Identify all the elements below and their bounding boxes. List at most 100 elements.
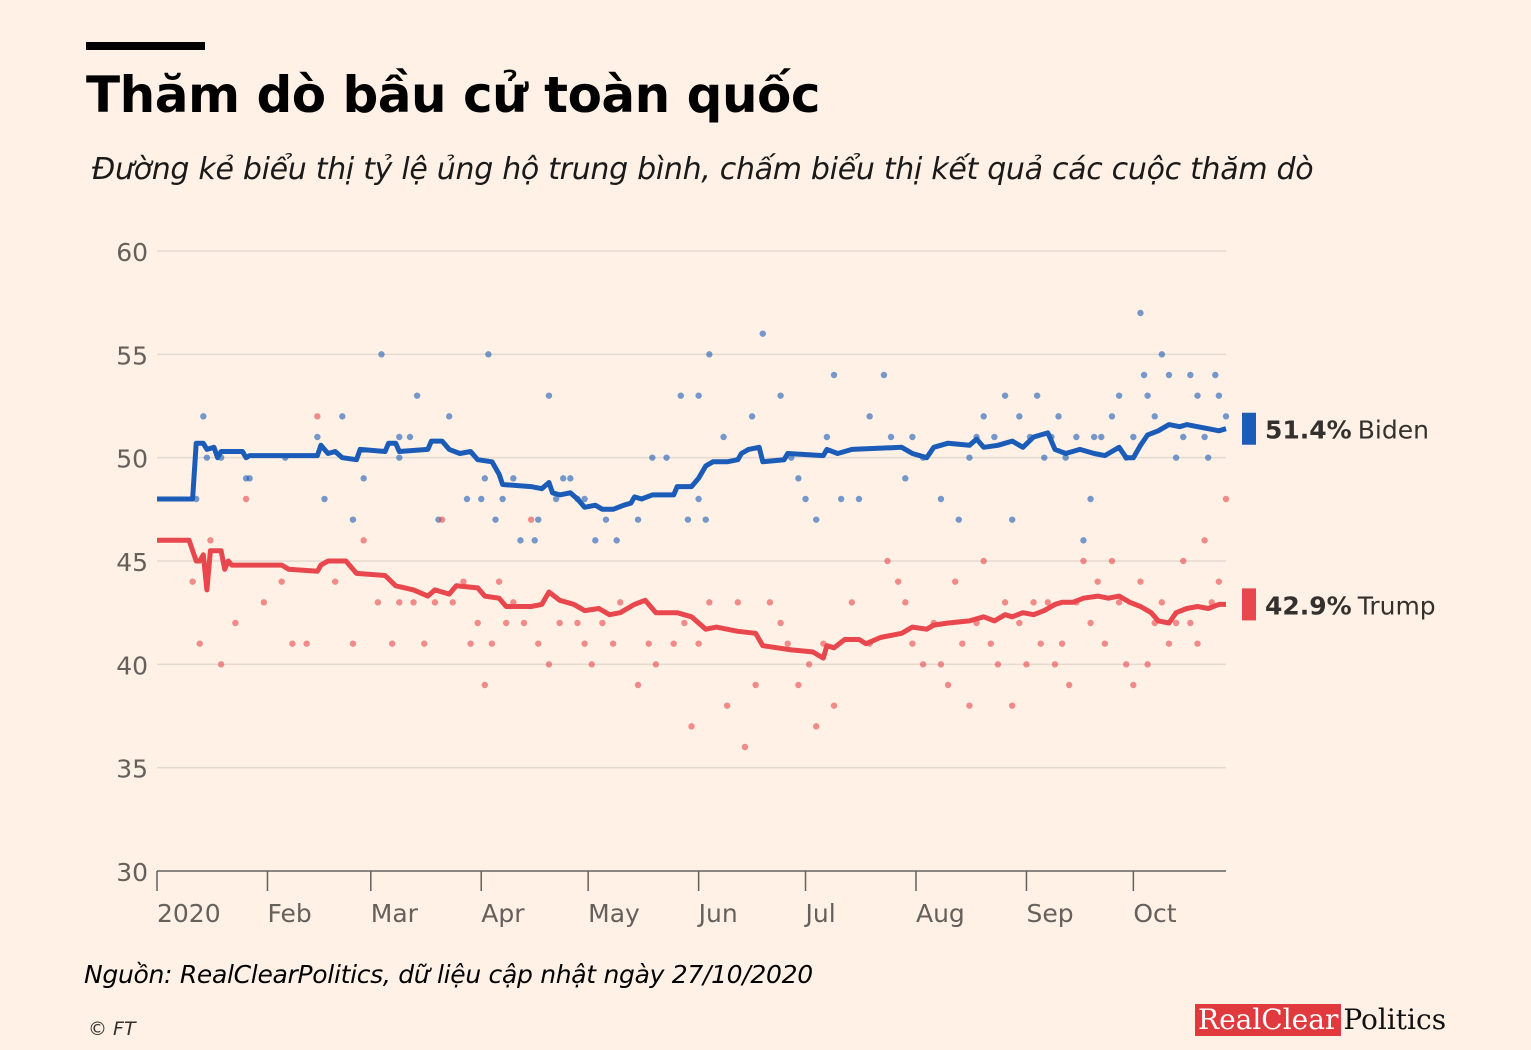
biden-poll-dot xyxy=(581,495,588,503)
trump-poll-dot xyxy=(959,640,966,647)
biden-poll-dot xyxy=(535,516,542,523)
trump-poll-dot xyxy=(1130,681,1137,689)
biden-poll-dot xyxy=(1108,413,1116,420)
biden-poll-dot xyxy=(560,475,567,482)
trump-poll-dot xyxy=(645,640,652,647)
trump-poll-dot xyxy=(894,578,902,585)
x-tick-label: 2020 xyxy=(157,899,221,928)
trump-poll-dot xyxy=(752,681,759,689)
biden-end-marker xyxy=(1242,412,1256,445)
trump-poll-dot xyxy=(734,599,742,606)
trump-poll-dot xyxy=(349,640,357,647)
x-tick-label: Sep xyxy=(1026,899,1073,928)
biden-poll-dot xyxy=(413,392,421,399)
biden-poll-dot xyxy=(545,392,553,399)
trump-poll-dot xyxy=(741,743,749,751)
y-tick-label: 40 xyxy=(116,651,148,680)
trump-poll-dot xyxy=(431,599,439,606)
trump-poll-dot xyxy=(902,599,909,606)
trump-poll-dot xyxy=(1051,661,1059,668)
trump-poll-dot xyxy=(581,640,588,647)
trump-poll-dot xyxy=(260,599,268,606)
biden-poll-dot xyxy=(1055,413,1062,420)
trump-poll-dot xyxy=(460,578,467,585)
trump-poll-dot xyxy=(1215,578,1223,585)
biden-poll-dot xyxy=(531,537,538,544)
top-rule xyxy=(86,42,205,50)
logo-part-realclear: RealClear xyxy=(1195,1004,1342,1036)
trump-poll-dot xyxy=(1137,578,1144,585)
trump-poll-dot xyxy=(242,495,250,503)
x-tick-label: Aug xyxy=(916,899,965,928)
biden-poll-dot xyxy=(837,495,845,503)
trump-poll-dot xyxy=(1080,557,1087,565)
end-labels: 51.4% Biden 42.9% Trump xyxy=(1242,412,1436,621)
trump-poll-dot xyxy=(1094,578,1101,585)
trump-poll-dot xyxy=(1222,495,1230,503)
biden-poll-dot xyxy=(360,475,367,482)
trump-poll-dot xyxy=(232,619,239,627)
trump-poll-dot xyxy=(556,619,563,627)
biden-poll-dot xyxy=(677,392,685,399)
trump-poll-dot xyxy=(488,640,496,647)
biden-poll-dot xyxy=(1204,454,1212,461)
biden-poll-dot xyxy=(1016,413,1023,420)
trump-poll-dot xyxy=(795,681,802,689)
trump-poll-dot xyxy=(987,640,995,647)
biden-poll-dot xyxy=(902,475,909,482)
trump-poll-dot xyxy=(777,619,784,627)
biden-poll-dot xyxy=(1033,392,1041,399)
biden-poll-dot xyxy=(1172,454,1180,461)
biden-poll-dot xyxy=(1098,433,1105,441)
trump-poll-dot xyxy=(599,619,606,627)
biden-poll-dot xyxy=(1073,433,1080,441)
biden-poll-dot xyxy=(1087,495,1094,503)
biden-poll-dot xyxy=(955,516,962,523)
biden-poll-dot xyxy=(478,495,485,503)
biden-poll-dot xyxy=(396,433,403,441)
trump-poll-dot xyxy=(331,578,339,585)
biden-average-line xyxy=(157,422,1227,512)
trump-poll-dot xyxy=(909,640,916,647)
trump-poll-dot xyxy=(695,640,702,647)
biden-poll-dot xyxy=(203,454,211,461)
trump-poll-dot xyxy=(495,578,503,585)
trump-poll-dot xyxy=(670,640,677,647)
biden-poll-dot xyxy=(349,516,357,523)
biden-poll-dot xyxy=(634,516,642,523)
biden-poll-dot xyxy=(1194,392,1201,399)
trump-poll-dot xyxy=(510,599,517,606)
trump-poll-dot xyxy=(1123,661,1130,668)
biden-poll-dot xyxy=(517,537,524,544)
biden-poll-dot xyxy=(980,413,987,420)
trump-poll-dot xyxy=(609,640,617,647)
biden-poll-dot xyxy=(813,516,820,523)
biden-poll-dot xyxy=(396,454,403,461)
trump-poll-dot xyxy=(830,702,838,709)
trump-poll-dot xyxy=(1087,619,1094,627)
realclearpolitics-logo: RealClear Politics xyxy=(1195,1004,1446,1036)
biden-poll-dot xyxy=(1158,351,1166,358)
trump-end-name: Trump xyxy=(1357,591,1436,620)
trump-poll-dot xyxy=(474,619,481,627)
trump-poll-dot xyxy=(813,723,820,730)
biden-poll-dot xyxy=(1090,433,1098,441)
trump-poll-dot xyxy=(848,599,856,606)
grid: 30 35 40 45 50 55 60 xyxy=(116,238,1226,887)
biden-poll-dot xyxy=(1187,371,1194,379)
page-subtitle: Đường kẻ biểu thị tỷ lệ ủng hộ trung bìn… xyxy=(92,152,1314,187)
y-tick-label: 35 xyxy=(116,755,148,784)
biden-poll-dot xyxy=(695,392,702,399)
biden-poll-dot xyxy=(246,475,253,482)
trump-poll-dot xyxy=(1009,702,1016,709)
trump-poll-dot xyxy=(481,681,489,689)
biden-poll-dot xyxy=(991,433,998,441)
trump-poll-dot xyxy=(545,661,553,668)
trump-poll-dot xyxy=(1044,599,1052,606)
biden-end-label: 51.4% Biden xyxy=(1265,416,1429,445)
trump-end-marker xyxy=(1242,588,1256,621)
biden-poll-dot xyxy=(552,495,560,503)
biden-poll-dot xyxy=(1115,392,1123,399)
biden-poll-dot xyxy=(684,516,692,523)
trump-poll-dot xyxy=(1172,619,1180,627)
